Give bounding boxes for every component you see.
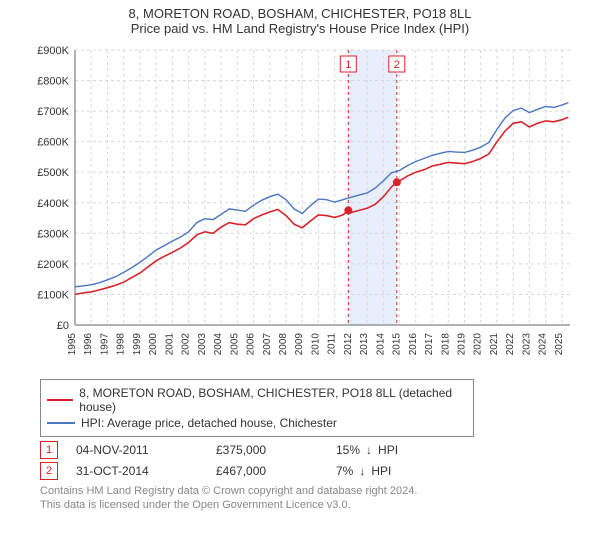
footnote-line-2: This data is licensed under the Open Gov… xyxy=(40,498,580,512)
footnote-line-1: Contains HM Land Registry data © Crown c… xyxy=(40,484,580,498)
legend-swatch-hpi xyxy=(47,422,75,424)
sale-arrow-1: ↓ xyxy=(366,443,372,457)
svg-text:2012: 2012 xyxy=(343,333,354,356)
svg-text:2002: 2002 xyxy=(181,333,192,356)
title-line-1: 8, MORETON ROAD, BOSHAM, CHICHESTER, PO1… xyxy=(0,0,600,21)
svg-text:£600K: £600K xyxy=(37,137,69,149)
svg-text:2024: 2024 xyxy=(538,333,549,356)
svg-text:2014: 2014 xyxy=(375,333,386,356)
sale-badge-2: 2 xyxy=(40,462,58,480)
svg-text:2007: 2007 xyxy=(262,333,273,356)
svg-text:2001: 2001 xyxy=(164,333,175,356)
legend-row-hpi: HPI: Average price, detached house, Chic… xyxy=(47,416,467,430)
svg-text:2008: 2008 xyxy=(278,333,289,356)
legend-box: 8, MORETON ROAD, BOSHAM, CHICHESTER, PO1… xyxy=(40,379,474,437)
svg-text:2019: 2019 xyxy=(457,333,468,356)
sale-row-2: 2 31-OCT-2014 £467,000 7% ↓ HPI xyxy=(40,462,580,480)
svg-text:£400K: £400K xyxy=(37,198,69,210)
sale-pct-1: 15% xyxy=(336,443,360,457)
sale-pct-2: 7% xyxy=(336,464,353,478)
svg-text:2000: 2000 xyxy=(148,333,159,356)
svg-text:2018: 2018 xyxy=(440,333,451,356)
svg-text:2016: 2016 xyxy=(408,333,419,356)
svg-text:£200K: £200K xyxy=(37,259,69,271)
svg-text:£0: £0 xyxy=(57,320,69,332)
svg-text:2023: 2023 xyxy=(521,333,532,356)
footnote: Contains HM Land Registry data © Crown c… xyxy=(40,484,580,513)
svg-text:2017: 2017 xyxy=(424,333,435,356)
svg-text:£700K: £700K xyxy=(37,106,69,118)
legend-label-hpi: HPI: Average price, detached house, Chic… xyxy=(81,416,337,430)
svg-text:2022: 2022 xyxy=(505,333,516,356)
svg-text:2003: 2003 xyxy=(197,333,208,356)
svg-text:1997: 1997 xyxy=(99,333,110,356)
svg-text:2025: 2025 xyxy=(554,333,565,356)
svg-text:2006: 2006 xyxy=(246,333,257,356)
sale-vs-2: HPI xyxy=(371,464,391,478)
svg-text:2013: 2013 xyxy=(359,333,370,356)
sale-price-1: £375,000 xyxy=(216,443,306,457)
svg-text:2004: 2004 xyxy=(213,333,224,356)
legend-swatch-price-paid xyxy=(47,399,73,401)
legend-label-price-paid: 8, MORETON ROAD, BOSHAM, CHICHESTER, PO1… xyxy=(79,386,467,414)
price-line-chart: £0 £100K £200K £300K £400K £500K £600K £700K £80… xyxy=(20,40,580,370)
svg-text:2: 2 xyxy=(394,59,400,71)
sales-table: 1 04-NOV-2011 £375,000 15% ↓ HPI 2 31-OC… xyxy=(40,441,580,480)
svg-text:2021: 2021 xyxy=(489,333,500,356)
svg-text:2005: 2005 xyxy=(229,333,240,356)
sale-price-2: £467,000 xyxy=(216,464,306,478)
svg-text:£300K: £300K xyxy=(37,228,69,240)
svg-text:£500K: £500K xyxy=(37,167,69,179)
svg-text:£900K: £900K xyxy=(37,45,69,57)
svg-text:1996: 1996 xyxy=(83,333,94,356)
svg-text:£100K: £100K xyxy=(37,289,69,301)
svg-text:1999: 1999 xyxy=(132,333,143,356)
svg-text:2015: 2015 xyxy=(392,333,403,356)
svg-text:1: 1 xyxy=(345,59,351,71)
svg-text:1998: 1998 xyxy=(116,333,127,356)
sale-row-1: 1 04-NOV-2011 £375,000 15% ↓ HPI xyxy=(40,441,580,459)
sale-date-2: 31-OCT-2014 xyxy=(76,464,186,478)
chart-container: £0 £100K £200K £300K £400K £500K £600K £700K £80… xyxy=(20,40,580,373)
svg-text:1995: 1995 xyxy=(67,333,78,356)
sale-badge-1: 1 xyxy=(40,441,58,459)
svg-text:£800K: £800K xyxy=(37,76,69,88)
legend-row-price-paid: 8, MORETON ROAD, BOSHAM, CHICHESTER, PO1… xyxy=(47,386,467,414)
svg-text:2011: 2011 xyxy=(327,333,338,355)
svg-text:2010: 2010 xyxy=(310,333,321,356)
sale-vs-1: HPI xyxy=(378,443,398,457)
svg-text:2020: 2020 xyxy=(473,333,484,356)
sale-date-1: 04-NOV-2011 xyxy=(76,443,186,457)
svg-text:2009: 2009 xyxy=(294,333,305,356)
sale-arrow-2: ↓ xyxy=(359,464,365,478)
title-line-2: Price paid vs. HM Land Registry's House … xyxy=(0,21,600,40)
